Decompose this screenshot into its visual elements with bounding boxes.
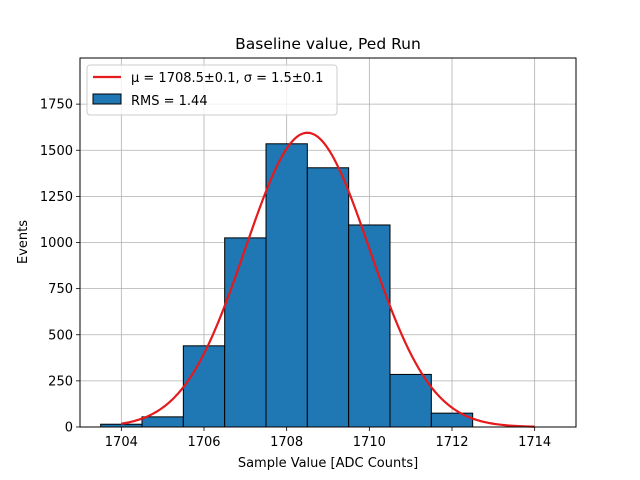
chart-title: Baseline value, Ped Run <box>235 35 421 53</box>
x-tick-label: 1710 <box>353 435 386 450</box>
fit-curve-layer <box>121 131 535 428</box>
y-tick-label: 1500 <box>40 144 73 159</box>
gaussian-fit-curve <box>121 131 535 428</box>
y-tick-label: 500 <box>48 328 73 343</box>
histogram-bar <box>306 167 350 428</box>
legend: μ = 1708.5±0.1, σ = 1.5±0.1 RMS = 1.44 <box>86 64 338 116</box>
y-tick-label: 750 <box>48 282 73 297</box>
legend-box <box>86 64 338 116</box>
x-tick-label: 1708 <box>270 435 303 450</box>
x-tick-label: 1714 <box>518 435 551 450</box>
y-tick-label: 1250 <box>40 190 73 205</box>
histogram-bar <box>389 373 432 428</box>
histogram-bar <box>182 345 226 428</box>
y-axis-label: Events <box>16 220 31 264</box>
x-tick-label: 1706 <box>187 435 220 450</box>
y-tick-label: 250 <box>48 374 73 389</box>
legend-histogram-label: RMS = 1.44 <box>131 94 208 109</box>
legend-fit-label: μ = 1708.5±0.1, σ = 1.5±0.1 <box>131 71 323 86</box>
histogram-bar <box>348 224 391 428</box>
x-tick-label: 1712 <box>435 435 468 450</box>
histogram-bar <box>265 143 308 428</box>
histogram-bar <box>141 416 184 428</box>
y-tick-label: 0 <box>65 421 73 436</box>
x-axis-ticks: 1704 1706 1708 1710 1712 1714 <box>105 427 551 450</box>
x-axis-label: Sample Value [ADC Counts] <box>238 456 418 471</box>
y-tick-label: 1750 <box>40 98 73 113</box>
histogram-bar <box>224 237 267 428</box>
y-axis-ticks: 0 250 500 750 1000 1250 1500 1750 <box>40 98 80 436</box>
x-tick-label: 1704 <box>105 435 138 450</box>
histogram-bars <box>100 143 474 428</box>
y-tick-label: 1000 <box>40 236 73 251</box>
legend-histogram-swatch <box>92 93 122 105</box>
